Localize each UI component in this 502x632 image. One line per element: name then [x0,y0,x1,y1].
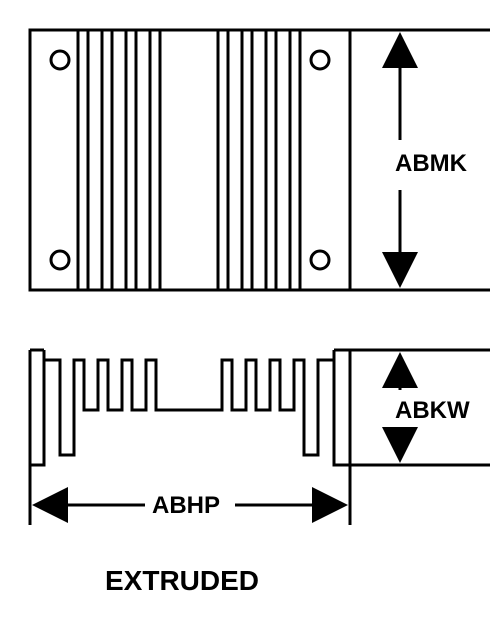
top-view [30,30,350,290]
label-abmk: ABMK [395,150,467,178]
title: EXTRUDED [105,565,259,597]
diagram-container: ABMK ABKW ABHP EXTRUDED [0,0,502,632]
label-abkw: ABKW [395,397,470,425]
diagram-svg [0,0,502,632]
label-abhp: ABHP [152,492,220,520]
